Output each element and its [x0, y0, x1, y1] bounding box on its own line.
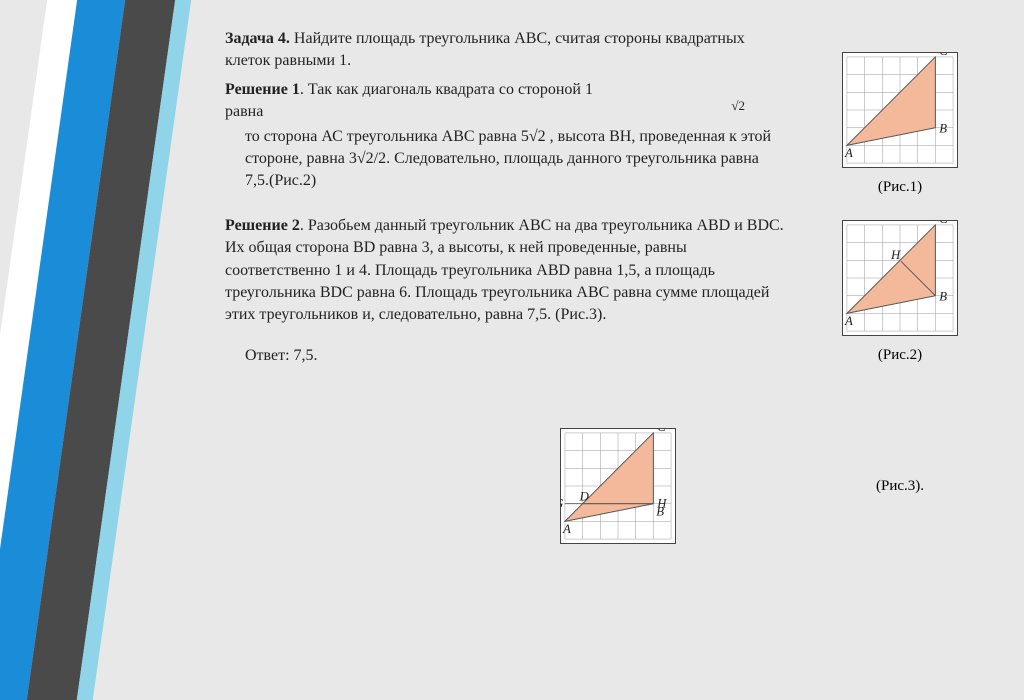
svg-text:A: A	[562, 522, 571, 536]
sqrt-symbol: √2	[731, 97, 745, 115]
figure-2: A B C H (Рис.2)	[842, 220, 958, 364]
solution1-line1: Решение 1. Так как диагональ квадрата со…	[225, 79, 785, 101]
answer-text: Ответ: 7,5.	[245, 345, 785, 367]
svg-text:G: G	[560, 497, 563, 511]
figure-3: ABCDGH	[560, 428, 676, 549]
svg-text:A: A	[844, 314, 853, 328]
figure-2-svg: A B C H	[842, 220, 958, 336]
svg-text:B: B	[939, 290, 947, 304]
solution1-text1: . Так как диагональ квадрата со стороной…	[300, 81, 593, 98]
solution2: Решение 2. Разобьем данный треугольник А…	[225, 215, 785, 327]
svg-text:H: H	[890, 248, 901, 262]
problem-text: Найдите площадь треугольника АВС, считая…	[225, 30, 745, 69]
svg-text:C: C	[939, 52, 948, 58]
problem-title: Задача 4.	[225, 30, 290, 47]
solution2-body: . Разобьем данный треугольник АВС на два…	[225, 217, 784, 324]
solution2-title: Решение 2	[225, 217, 300, 234]
figure-2-caption: (Рис.2)	[842, 347, 958, 364]
solution1-line2: равна	[225, 101, 785, 123]
solution1-prefix: равна	[225, 103, 263, 120]
svg-text:B: B	[939, 122, 947, 136]
figure-3-svg: ABCDGH	[560, 428, 676, 544]
svg-text:H: H	[656, 497, 667, 511]
figure-1-caption: (Рис.1)	[842, 179, 958, 196]
problem-statement: Задача 4. Найдите площадь треугольника А…	[225, 28, 785, 73]
figure-1: A B C (Рис.1)	[842, 52, 958, 196]
figure-1-svg: A B C	[842, 52, 958, 168]
svg-text:A: A	[844, 146, 853, 160]
svg-text:C: C	[657, 428, 666, 434]
solution1-title: Решение 1	[225, 81, 300, 98]
svg-text:D: D	[579, 490, 590, 504]
svg-text:C: C	[939, 220, 948, 226]
figure-3-caption: (Рис.3).	[876, 478, 924, 495]
main-text: Задача 4. Найдите площадь треугольника А…	[225, 28, 785, 367]
solution1-body: то сторона АС треугольника АВС равна 5√2…	[245, 126, 785, 193]
